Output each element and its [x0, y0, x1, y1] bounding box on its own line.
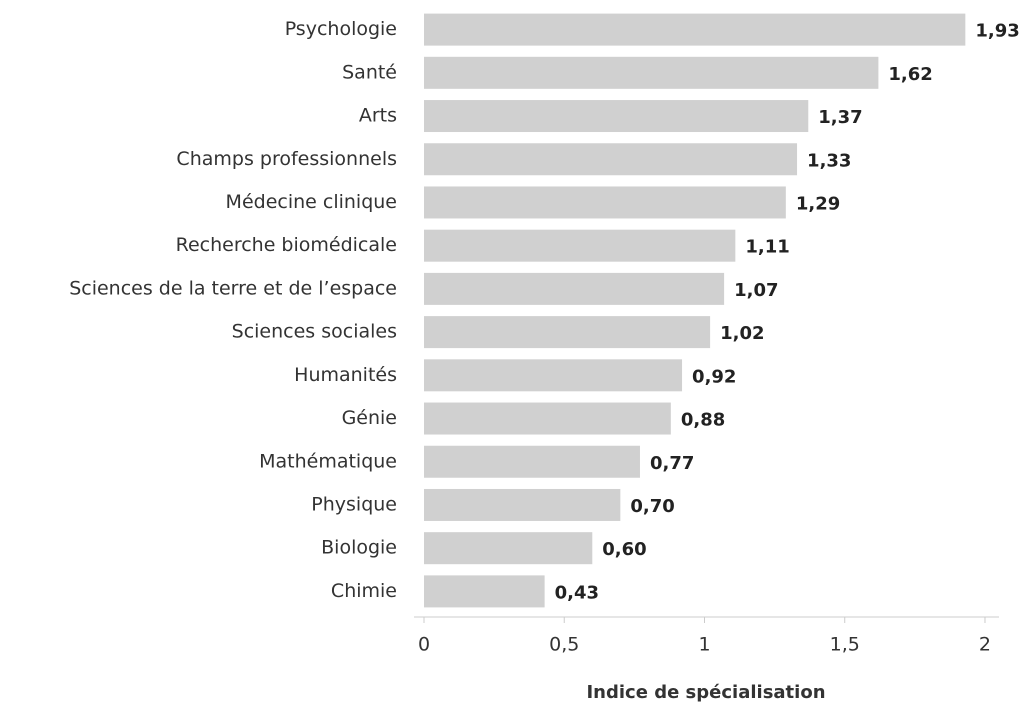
y-tick-label: Sciences sociales	[232, 321, 397, 343]
value-label: 0,43	[555, 582, 599, 603]
value-label: 0,77	[650, 453, 694, 474]
bar	[424, 143, 798, 176]
value-label: 1,29	[796, 193, 840, 214]
value-label: 0,60	[602, 539, 646, 560]
y-tick-label: Champs professionnels	[176, 148, 397, 170]
y-tick-label: Génie	[342, 407, 397, 429]
bar	[424, 359, 683, 392]
y-tick-label: Psychologie	[285, 18, 397, 40]
bar	[424, 488, 621, 521]
bar	[424, 272, 725, 305]
y-tick-label: Biologie	[321, 537, 397, 559]
y-tick-label: Physique	[311, 493, 397, 515]
value-label: 1,02	[720, 323, 764, 344]
bar	[424, 316, 711, 349]
y-tick-label: Arts	[359, 105, 397, 127]
bar	[424, 186, 786, 219]
bar	[424, 402, 671, 435]
bar	[424, 56, 879, 89]
y-tick-label: Recherche biomédicale	[176, 234, 397, 256]
bar	[424, 100, 809, 133]
y-tick-label: Médecine clinique	[226, 191, 397, 213]
y-tick-label: Sciences de la terre et de l’espace	[69, 277, 397, 299]
x-tick-label: 1	[698, 634, 710, 656]
value-label: 0,70	[630, 496, 674, 517]
bar	[424, 575, 545, 608]
x-tick-label: 0	[418, 634, 430, 656]
x-tick-label: 2	[979, 634, 991, 656]
bar	[424, 445, 640, 478]
x-tick-label: 1,5	[830, 634, 860, 656]
value-label: 1,62	[888, 64, 932, 85]
y-tick-label: Mathématique	[259, 450, 397, 472]
bar	[424, 532, 593, 565]
bar	[424, 13, 966, 46]
value-label: 0,92	[692, 366, 736, 387]
value-label: 1,07	[734, 280, 778, 301]
value-label: 1,37	[818, 107, 862, 128]
value-label: 0,88	[681, 410, 725, 431]
x-tick-label: 0,5	[549, 634, 579, 656]
y-tick-label: Chimie	[331, 580, 397, 602]
y-tick-label: Humanités	[294, 364, 397, 386]
x-axis-title: Indice de spécialisation	[586, 682, 825, 703]
value-label: 1,93	[975, 21, 1019, 42]
bar	[424, 229, 736, 262]
y-tick-label: Santé	[342, 61, 397, 83]
value-label: 1,11	[745, 237, 789, 258]
value-label: 1,33	[807, 150, 851, 171]
